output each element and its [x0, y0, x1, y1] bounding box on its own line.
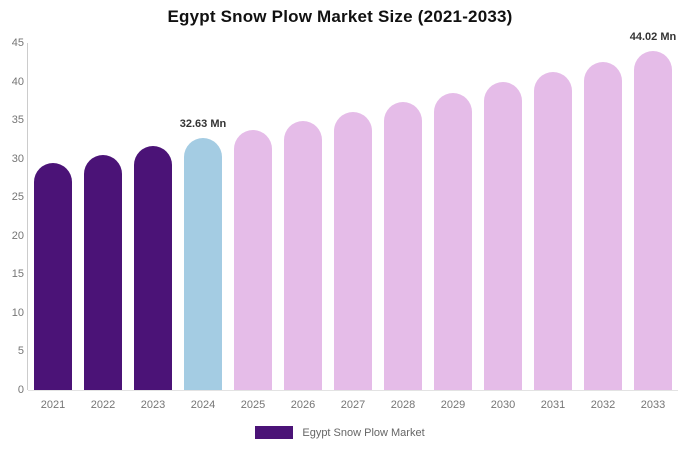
bar-2031 [534, 72, 572, 390]
y-tick-40: 40 [11, 75, 24, 88]
bar-slot-2021 [28, 43, 78, 390]
bar-slot-2031 [528, 43, 578, 390]
bar-slot-2026 [278, 43, 328, 390]
y-tick-25: 25 [11, 191, 24, 204]
legend-swatch [255, 426, 294, 439]
bar-2024 [184, 138, 222, 390]
y-tick-20: 20 [11, 229, 24, 242]
x-tick-2029: 2029 [440, 399, 466, 411]
y-tick-45: 45 [11, 37, 24, 49]
y-tick-35: 35 [11, 114, 24, 127]
bar-slot-2030 [478, 43, 528, 390]
x-tick-2025: 2025 [240, 399, 266, 411]
x-tick-2026: 2026 [290, 399, 316, 411]
y-tick-5: 5 [17, 345, 24, 358]
x-tick-2032: 2032 [590, 399, 616, 411]
legend-label: Egypt Snow Plow Market [302, 426, 425, 439]
chart-title: Egypt Snow Plow Market Size (2021-2033) [167, 7, 513, 26]
x-tick-2028: 2028 [390, 399, 416, 411]
value-label-2033: 44.02 Mn [629, 30, 677, 43]
bar-2026 [284, 120, 322, 390]
bar-slot-2033: 44.02 Mn [628, 31, 678, 390]
x-tick-2021: 2021 [40, 399, 66, 411]
bar-2021 [34, 162, 72, 390]
bar-2023 [134, 146, 172, 390]
y-tick-30: 30 [11, 152, 24, 165]
plot-area: 32.63 Mn 44.02 Mn [28, 31, 678, 390]
bar-2022 [84, 154, 122, 390]
y-tick-10: 10 [11, 306, 24, 319]
x-tick-2031: 2031 [540, 399, 566, 411]
bar-slot-2022 [78, 43, 128, 390]
x-tick-2023: 2023 [140, 399, 166, 411]
bar-2030 [484, 82, 522, 390]
bar-2029 [434, 93, 472, 390]
bar-2032 [584, 61, 622, 390]
y-tick-0: 0 [17, 384, 24, 396]
x-tick-2022: 2022 [90, 399, 116, 411]
bar-slot-2027 [328, 43, 378, 390]
bar-2027 [334, 111, 372, 390]
x-tick-2024: 2024 [190, 399, 216, 411]
x-tick-2030: 2030 [490, 399, 516, 411]
bar-slot-2023 [128, 43, 178, 390]
chart-legend: Egypt Snow Plow Market [0, 426, 680, 439]
bar-slot-2028 [378, 43, 428, 390]
bar-2033 [634, 50, 672, 390]
value-label-2024: 32.63 Mn [179, 118, 227, 131]
x-axis-tick-labels: 2021 2022 2023 2024 2025 2026 2027 2028 2029 2030… [28, 399, 678, 411]
x-tick-2027: 2027 [340, 399, 366, 411]
bar-slot-2029 [428, 43, 478, 390]
y-tick-15: 15 [11, 268, 24, 281]
bar-2025 [234, 130, 272, 390]
y-axis-tick-labels: 0 5 10 15 20 25 30 35 40 45 [0, 37, 24, 396]
bar-slot-2024: 32.63 Mn [178, 43, 228, 390]
y-axis-line [27, 43, 28, 390]
x-axis-line [28, 390, 678, 391]
bar-2028 [384, 102, 422, 390]
bar-slot-2032 [578, 43, 628, 390]
bar-slot-2025 [228, 43, 278, 390]
x-tick-2033: 2033 [640, 399, 666, 411]
